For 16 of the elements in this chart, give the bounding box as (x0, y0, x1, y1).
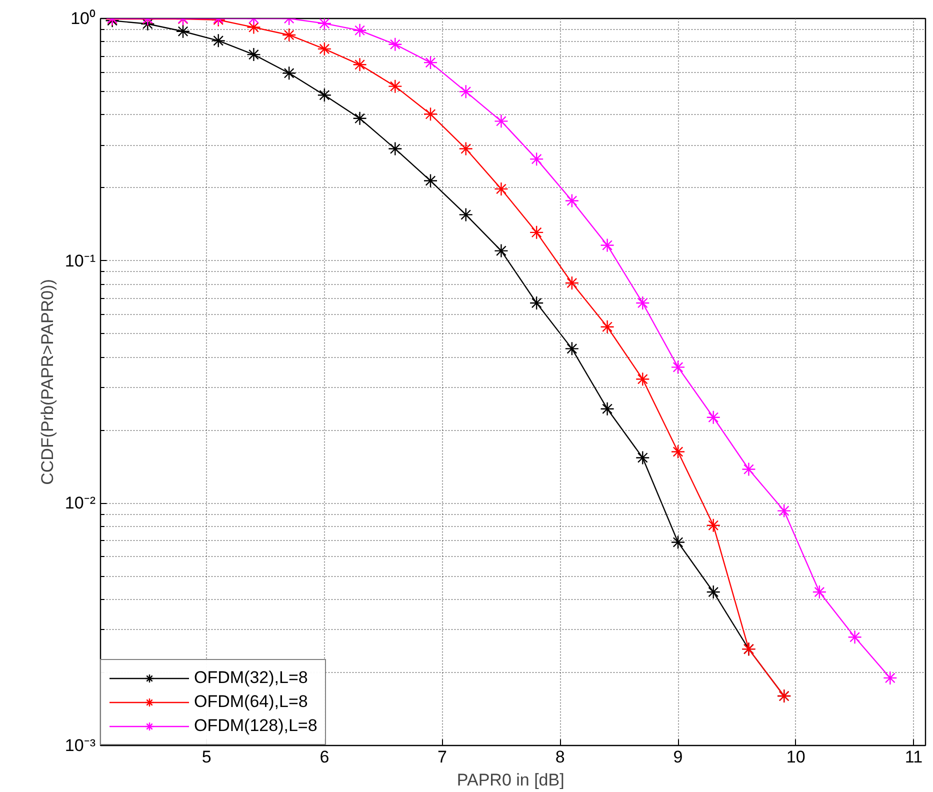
legend-label: OFDM(128),L=8 (194, 716, 318, 736)
legend-label: OFDM(64),L=8 (194, 692, 308, 712)
x-tick-label: 10 (786, 748, 806, 766)
x-tick-label: 9 (673, 748, 683, 766)
x-tick-label: 11 (904, 748, 923, 766)
y-axis-title: CCDF(Prb(PAPR>PAPR0)) (38, 279, 57, 485)
y-tick-label: 10⁰ (70, 9, 96, 28)
x-tick-label: 7 (438, 748, 448, 766)
x-tick-label: 6 (320, 748, 330, 766)
x-tick-label: 8 (555, 748, 565, 766)
y-tick-label: 10⁻³ (64, 736, 96, 755)
x-tick-label: 5 (202, 748, 212, 766)
legend-label: OFDM(32),L=8 (194, 668, 308, 688)
y-tick-label: 10⁻¹ (64, 251, 96, 270)
x-axis-title: PAPR0 in [dB] (456, 770, 564, 790)
y-tick-label: 10⁻² (64, 494, 96, 513)
